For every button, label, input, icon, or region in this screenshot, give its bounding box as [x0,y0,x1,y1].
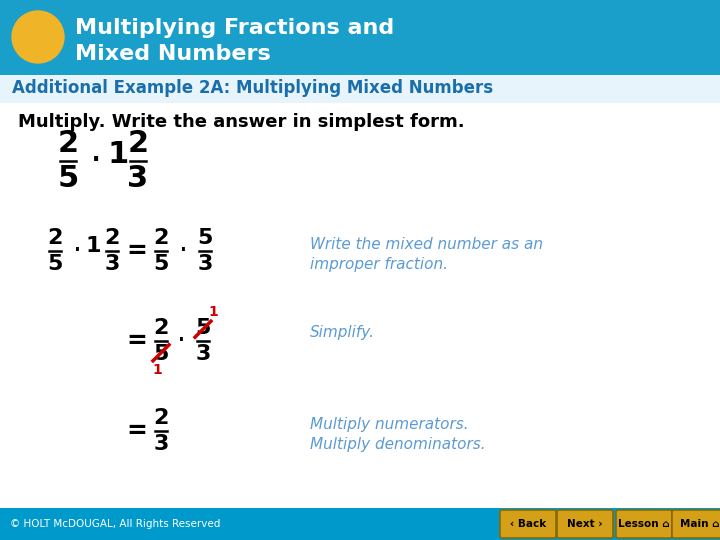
Text: Next ›: Next › [567,519,603,529]
Text: Write the mixed number as an: Write the mixed number as an [310,237,543,252]
Text: 2: 2 [48,228,63,248]
FancyBboxPatch shape [500,510,556,538]
Text: Lesson ⌂: Lesson ⌂ [618,519,670,529]
Text: © HOLT McDOUGAL, All Rights Reserved: © HOLT McDOUGAL, All Rights Reserved [10,519,220,529]
Bar [0,508,720,540]
FancyBboxPatch shape [672,510,720,538]
Text: improper fraction.: improper fraction. [310,257,448,272]
Text: 5: 5 [153,254,168,274]
Text: ·: · [179,237,187,265]
Text: 3: 3 [195,344,211,364]
Text: 5: 5 [197,228,212,248]
Bar [0,103,720,508]
Text: 2: 2 [153,228,168,248]
Bar [0,0,720,75]
Text: 3: 3 [153,434,168,454]
Text: 5: 5 [58,164,78,193]
Text: =: = [127,239,148,263]
Text: =: = [127,329,148,353]
Text: Additional Example 2A: Multiplying Mixed Numbers: Additional Example 2A: Multiplying Mixed… [12,79,493,97]
Text: 1: 1 [107,140,129,169]
Text: ·: · [90,142,102,180]
Text: =: = [127,419,148,443]
Text: Multiply numerators.: Multiply numerators. [310,417,469,432]
Text: ·: · [176,327,186,355]
Text: 5: 5 [153,344,168,364]
Text: 3: 3 [127,164,148,193]
Text: 2: 2 [153,318,168,338]
Text: Multiplying Fractions and: Multiplying Fractions and [75,18,395,38]
Text: Multiply. Write the answer in simplest form.: Multiply. Write the answer in simplest f… [18,113,464,131]
Text: 1: 1 [152,363,162,377]
Text: 3: 3 [104,254,120,274]
Circle shape [12,11,64,63]
Text: 5: 5 [195,318,211,338]
Bar [0,75,720,103]
FancyBboxPatch shape [616,510,672,538]
Text: 2: 2 [104,228,120,248]
Text: 1: 1 [208,305,218,319]
Text: 2: 2 [58,129,78,158]
Text: Main ⌂: Main ⌂ [680,519,720,529]
Text: 2: 2 [127,129,148,158]
Text: 5: 5 [48,254,63,274]
Text: Multiply denominators.: Multiply denominators. [310,437,485,452]
Text: ‹ Back: ‹ Back [510,519,546,529]
Text: Simplify.: Simplify. [310,326,375,341]
FancyBboxPatch shape [557,510,613,538]
Text: 1: 1 [85,236,101,256]
Text: 3: 3 [197,254,212,274]
Text: 2: 2 [153,408,168,428]
Text: ·: · [73,237,81,265]
Text: Mixed Numbers: Mixed Numbers [75,44,271,64]
